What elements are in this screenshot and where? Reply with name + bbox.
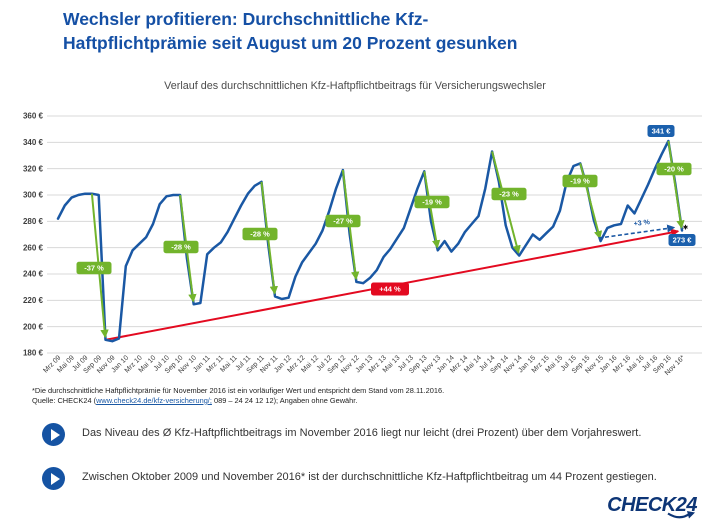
gridlines bbox=[47, 115, 702, 354]
bullet-text-2: Zwischen Oktober 2009 und November 2016*… bbox=[82, 471, 657, 483]
svg-text:-20 %: -20 % bbox=[664, 165, 684, 174]
svg-text:360 €: 360 € bbox=[23, 112, 44, 121]
svg-text:180 €: 180 € bbox=[23, 349, 44, 358]
svg-text:341 €: 341 € bbox=[652, 127, 672, 136]
svg-text:-37 %: -37 % bbox=[84, 264, 104, 273]
footnote-source-suffix: 089 – 24 24 12 12); Angaben ohne Gewähr. bbox=[211, 395, 358, 405]
svg-text:-23 %: -23 % bbox=[499, 190, 519, 199]
y-axis-labels: 180 € 200 € 220 € 240 € 260 € 280 € 300 € 320 €… bbox=[23, 112, 44, 358]
page-title: Wechsler profitieren: Durchschnittliche … bbox=[63, 7, 663, 55]
series-line bbox=[56, 139, 684, 343]
play-triangle-icon bbox=[51, 472, 60, 485]
svg-text:220 €: 220 € bbox=[23, 296, 44, 305]
svg-text:320 €: 320 € bbox=[23, 164, 44, 173]
check24-logo-arrow-icon bbox=[667, 511, 695, 519]
svg-text:-19 %: -19 % bbox=[570, 177, 590, 186]
svg-text:300 €: 300 € bbox=[23, 191, 44, 200]
svg-text:+44 %: +44 % bbox=[379, 285, 401, 294]
play-icon bbox=[42, 467, 65, 490]
svg-text:340 €: 340 € bbox=[23, 138, 44, 147]
footnote-source-prefix: Quelle: CHECK24 ( bbox=[32, 395, 97, 405]
svg-text:260 €: 260 € bbox=[23, 243, 44, 252]
page-title-line2: Haftpflichtprämie seit August um 20 Proz… bbox=[63, 33, 518, 53]
premium-line-chart: 180 € 200 € 220 € 240 € 260 € 280 € 300 € 320 €… bbox=[23, 112, 702, 377]
source-link[interactable]: www.check24.de/kfz-versicherung/; bbox=[96, 395, 212, 405]
footnote: *Die durchschnittliche Haftpflichtprämie… bbox=[32, 386, 682, 406]
svg-text:-28 %: -28 % bbox=[171, 243, 191, 252]
svg-text:240 €: 240 € bbox=[23, 270, 44, 279]
drop-arrows bbox=[90, 140, 685, 339]
yoy-label: +3 % bbox=[633, 219, 651, 228]
svg-text:-27 %: -27 % bbox=[333, 217, 353, 226]
svg-text:280 €: 280 € bbox=[23, 217, 44, 226]
footnote-marker: ✱ bbox=[683, 224, 689, 232]
svg-text:200 €: 200 € bbox=[23, 322, 44, 331]
check24-logo: CHECK24 bbox=[607, 494, 697, 516]
play-triangle-icon bbox=[51, 428, 60, 441]
svg-text:-19 %: -19 % bbox=[422, 198, 442, 207]
annotations: -37 % -28 % -28 % -27 % -19 % -23 % -19 % -20 %… bbox=[76, 125, 696, 296]
svg-text:-28 %: -28 % bbox=[250, 230, 270, 239]
chart-title: Verlauf des durchschnittlichen Kfz-Haftp… bbox=[164, 80, 546, 92]
bullet-text-1: Das Niveau des Ø Kfz-Haftpflichtbeitrags… bbox=[82, 427, 642, 439]
yoy-arrow bbox=[598, 224, 676, 239]
svg-text:273 €: 273 € bbox=[673, 236, 693, 245]
footnote-source: Quelle: CHECK24 (www.check24.de/kfz-vers… bbox=[32, 396, 682, 406]
play-icon bbox=[42, 423, 65, 446]
page-title-line1: Wechsler profitieren: Durchschnittliche … bbox=[63, 9, 429, 29]
footnote-line1: *Die durchschnittliche Haftpflichtprämie… bbox=[32, 386, 445, 395]
